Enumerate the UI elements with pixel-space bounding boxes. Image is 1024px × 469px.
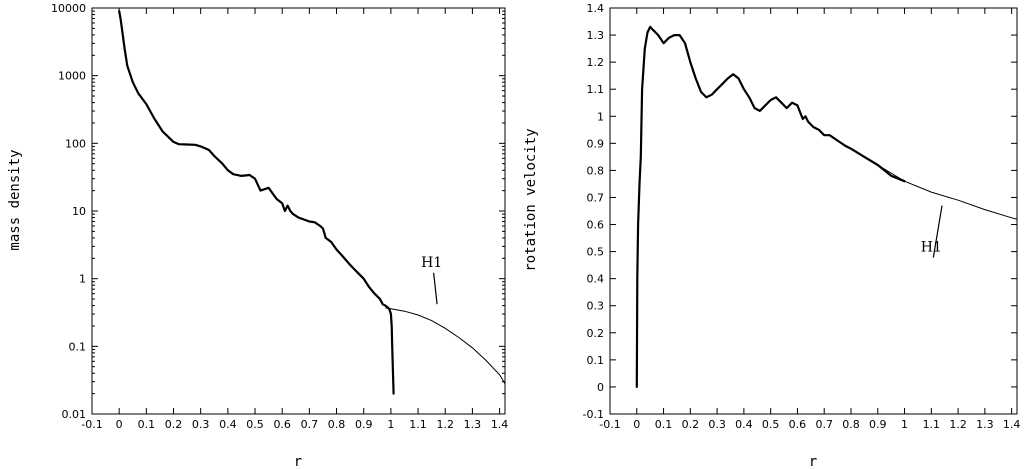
y-tick-label: 1.2 xyxy=(587,56,605,69)
y-tick-label: 1000 xyxy=(58,70,86,83)
x-tick-label: 1.4 xyxy=(1003,418,1021,431)
y-tick-label: 10 xyxy=(72,205,86,218)
y-tick-label: 0.5 xyxy=(587,246,605,259)
x-tick-label: 0.2 xyxy=(682,418,700,431)
y-tick-label: -0.1 xyxy=(583,408,604,421)
y-tick-label: 10000 xyxy=(51,2,86,15)
y-tick-label: 0.8 xyxy=(587,164,605,177)
y-tick-label: 0.6 xyxy=(587,219,605,232)
x-tick-label: 0.4 xyxy=(735,418,753,431)
y-axis-label: rotation velocity xyxy=(523,128,539,271)
x-tick-label: 0.3 xyxy=(708,418,726,431)
y-tick-label: 0.1 xyxy=(587,354,605,367)
y-tick-label: 0.2 xyxy=(587,327,605,340)
x-tick-label: 1.3 xyxy=(464,418,482,431)
x-tick-label: 0.1 xyxy=(655,418,673,431)
y-tick-label: 0.7 xyxy=(587,191,605,204)
y-tick-label: 1.1 xyxy=(587,83,605,96)
y-tick-label: 1.4 xyxy=(587,2,605,15)
series-line-main xyxy=(118,10,395,395)
x-tick-label: 0.7 xyxy=(815,418,833,431)
annotation-label: H1 xyxy=(421,255,442,271)
y-tick-label: 100 xyxy=(65,137,86,150)
x-tick-label: 1.2 xyxy=(949,418,967,431)
x-tick-label: 0.5 xyxy=(246,418,264,431)
x-tick-label: 0.3 xyxy=(192,418,210,431)
x-tick-label: 0.5 xyxy=(762,418,780,431)
y-tick-label: 1.3 xyxy=(587,29,605,42)
series-line-h1 xyxy=(385,307,506,384)
series-line-main xyxy=(635,25,906,388)
x-tick-label: 1.4 xyxy=(491,418,509,431)
rotation-velocity-chart: -0.1 0 0.1 0.2 0.3 0.4 0.5 0.6 0.7 0.8 0.9 1 1.1 1.2 1… xyxy=(523,2,1020,469)
x-axis-label: r xyxy=(294,454,302,469)
x-tick-label: 0 xyxy=(633,418,640,431)
annotation-pointer xyxy=(433,272,438,305)
y-tick-label: 0.1 xyxy=(69,340,87,353)
y-tick-label: 0.3 xyxy=(587,300,605,313)
y-tick-label: 1 xyxy=(597,110,604,123)
y-axis-label: mass density xyxy=(7,149,23,250)
annotation-label: H1 xyxy=(921,240,942,256)
x-tick-label: 1 xyxy=(901,418,908,431)
x-tick-label: 1 xyxy=(387,418,394,431)
x-tick-label: 0.2 xyxy=(165,418,183,431)
x-tick-label: 0.8 xyxy=(842,418,860,431)
x-tick-label: 0.9 xyxy=(355,418,373,431)
x-tick-label: 1.3 xyxy=(976,418,994,431)
y-tick-label: 0.9 xyxy=(587,137,605,150)
x-axis-label: r xyxy=(809,454,817,469)
plot-frame xyxy=(91,7,506,415)
y-tick-label: 0.4 xyxy=(587,273,605,286)
y-tick-label: 1 xyxy=(79,273,86,286)
plot-frame xyxy=(609,7,1018,415)
x-tick-label: -0.1 xyxy=(599,418,620,431)
x-tick-label: 0.8 xyxy=(328,418,346,431)
x-tick-label: 0.6 xyxy=(789,418,807,431)
x-tick-label: 0.1 xyxy=(138,418,156,431)
x-tick-label: 1.1 xyxy=(409,418,427,431)
x-tick-label: 0.7 xyxy=(301,418,319,431)
y-tick-label: 0.01 xyxy=(62,408,87,421)
x-tick-label: 1.2 xyxy=(436,418,454,431)
x-tick-label: 0.9 xyxy=(869,418,887,431)
y-tick-label: 0 xyxy=(597,381,604,394)
x-tick-label: 0.6 xyxy=(273,418,291,431)
x-tick-label: 0 xyxy=(116,418,123,431)
x-tick-label: -0.1 xyxy=(81,418,102,431)
annotation-pointer xyxy=(932,205,943,258)
x-tick-label: 0.4 xyxy=(219,418,237,431)
x-tick-label: 1.1 xyxy=(923,418,941,431)
series-line-h1 xyxy=(850,148,1018,220)
mass-density-chart: -0.1 0 0.1 0.2 0.3 0.4 0.5 0.6 0.7 0.8 0.9 1 1.1 1.2 1… xyxy=(7,2,508,469)
